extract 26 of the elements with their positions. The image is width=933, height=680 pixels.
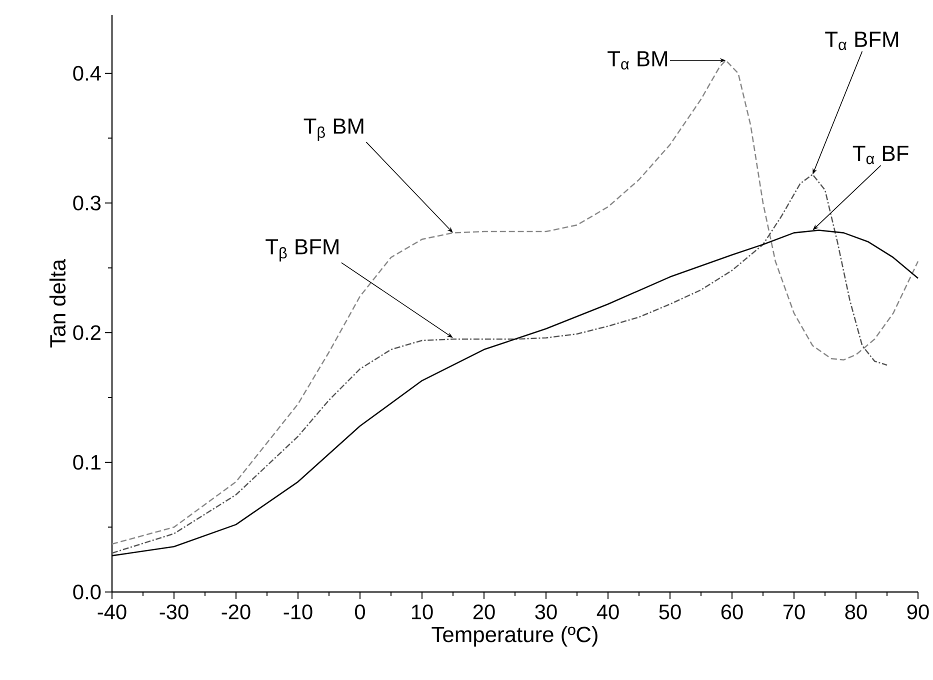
annotation: T$_{β}$ BM [304,118,364,141]
x-tick-label: -20 [222,604,250,620]
x-tick-label: -30 [160,604,188,620]
y-tick-label: 0.4 [73,66,101,81]
y-tick-label: 0.2 [73,325,100,340]
x-tick-label: 60 [721,604,743,620]
x-tick-label: 20 [473,604,495,620]
y-tick-label: 0.0 [73,584,101,600]
x-tick-label: -10 [284,604,312,620]
x-tick-label: 30 [535,604,557,620]
x-tick-label: 80 [845,604,867,620]
y-tick-label: 0.1 [73,454,100,470]
x-tick-label: 40 [596,604,619,620]
x-tick-label: 90 [907,604,929,620]
x-axis-title: Temperature (ºC) [432,626,598,647]
y-axis-title: Tan delta [49,259,66,348]
annotation: T$_{α}$ BM [608,51,668,70]
annotation: T$_{β}$ BFM [266,239,338,262]
annotation: T$_{α}$ BF [852,146,908,164]
x-tick-label: -40 [98,604,126,620]
y-tick-label: 0.3 [73,196,101,210]
x-tick-label: 10 [412,604,433,620]
annotation: T$_{α}$ BFM [825,32,898,50]
x-tick-label: 70 [783,604,805,620]
x-tick-label: 50 [659,604,681,620]
x-tick-label: 0 [355,604,365,620]
